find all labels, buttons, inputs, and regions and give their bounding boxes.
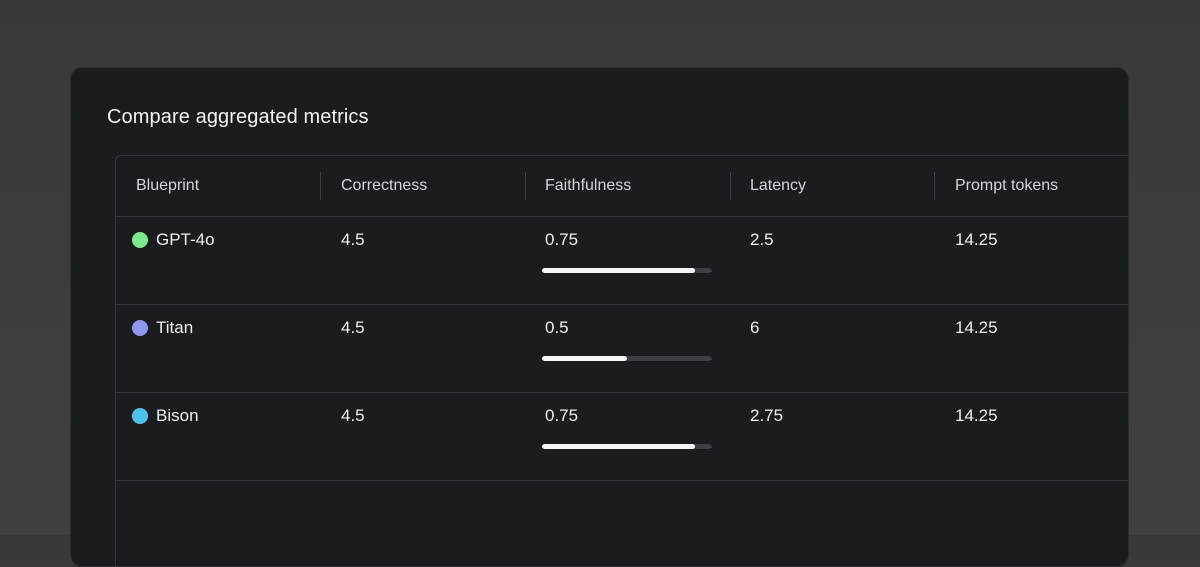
blueprint-cell: GPT-4o <box>132 230 215 250</box>
prompt-tokens-value: 14.25 <box>955 318 998 337</box>
column-divider[interactable] <box>730 172 731 200</box>
table-row[interactable]: GPT-4o 4.5 0.75 2.5 14.25 <box>116 216 1128 305</box>
column-divider[interactable] <box>525 172 526 200</box>
latency-value: 2.75 <box>750 406 784 425</box>
metrics-table: Blueprint Correctness Faithfulness Laten… <box>115 155 1128 566</box>
correctness-value: 4.5 <box>341 406 365 425</box>
faithfulness-value: 0.5 <box>545 318 569 337</box>
prompt-tokens-value: 14.25 <box>955 230 998 249</box>
blueprint-name: GPT-4o <box>156 230 215 249</box>
metrics-panel: Compare aggregated metrics Blueprint Cor… <box>70 67 1129 567</box>
blueprint-cell: Titan <box>132 318 193 338</box>
table-row[interactable]: Titan 4.5 0.5 6 14.25 <box>116 304 1128 393</box>
faithfulness-value: 0.75 <box>545 406 579 425</box>
latency-value: 2.5 <box>750 230 774 249</box>
latency-value: 6 <box>750 318 760 337</box>
table-header: Blueprint Correctness Faithfulness Laten… <box>116 156 1128 217</box>
blueprint-name: Bison <box>156 406 199 425</box>
panel-title: Compare aggregated metrics <box>107 106 369 128</box>
series-color-dot <box>132 408 148 424</box>
faithfulness-bar <box>542 356 712 361</box>
faithfulness-bar-fill <box>542 444 695 449</box>
faithfulness-bar-fill <box>542 356 627 361</box>
column-header-correctness[interactable]: Correctness <box>341 177 428 194</box>
faithfulness-value: 0.75 <box>545 230 579 249</box>
column-header-blueprint[interactable]: Blueprint <box>136 177 200 194</box>
column-header-latency[interactable]: Latency <box>750 177 807 194</box>
blueprint-name: Titan <box>156 318 194 337</box>
column-divider[interactable] <box>320 172 321 200</box>
column-divider[interactable] <box>934 172 935 200</box>
prompt-tokens-value: 14.25 <box>955 406 998 425</box>
blueprint-cell: Bison <box>132 406 199 426</box>
table-row[interactable]: Bison 4.5 0.75 2.75 14.25 <box>116 392 1128 481</box>
series-color-dot <box>132 320 148 336</box>
faithfulness-bar-fill <box>542 268 695 273</box>
column-header-faithfulness[interactable]: Faithfulness <box>545 177 632 194</box>
correctness-value: 4.5 <box>341 230 365 249</box>
correctness-value: 4.5 <box>341 318 365 337</box>
column-header-prompt-tokens[interactable]: Prompt tokens <box>955 177 1059 194</box>
faithfulness-bar <box>542 268 712 273</box>
faithfulness-bar <box>542 444 712 449</box>
series-color-dot <box>132 232 148 248</box>
